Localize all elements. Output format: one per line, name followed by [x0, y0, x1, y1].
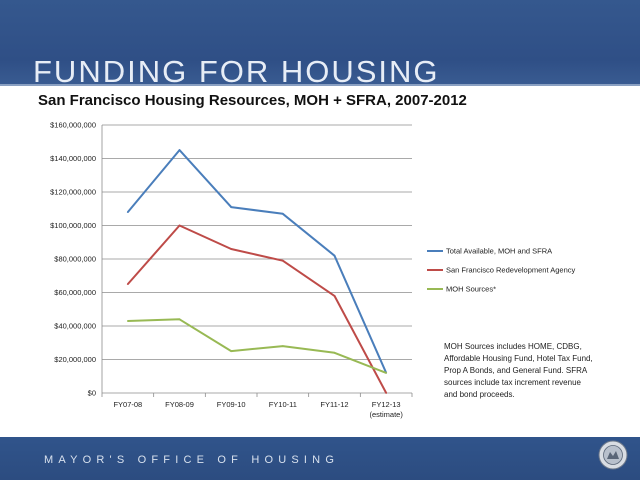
- data-point: [126, 283, 129, 286]
- data-point: [333, 254, 336, 257]
- footer-text: MAYOR'S OFFICE OF HOUSING: [44, 454, 340, 466]
- x-tick-label: FY12-13: [372, 400, 401, 409]
- series-line: [127, 224, 388, 394]
- legend-label: MOH Sources*: [446, 285, 496, 294]
- x-tick-label: FY09-10: [217, 400, 246, 409]
- y-tick-label: $120,000,000: [50, 188, 96, 197]
- data-point: [333, 294, 336, 297]
- data-point: [230, 350, 233, 353]
- data-point: [230, 248, 233, 250]
- y-tick-label: $140,000,000: [50, 154, 96, 163]
- y-tick-label: $40,000,000: [54, 322, 96, 331]
- header-band: FUNDING FOR HOUSING: [0, 0, 640, 89]
- sources-note: MOH Sources includes HOME, CDBG, Afforda…: [444, 342, 593, 399]
- y-tick-label: $60,000,000: [54, 288, 96, 297]
- x-tick-label: FY07-08: [113, 400, 142, 409]
- y-tick-label: $100,000,000: [50, 221, 96, 230]
- series-line: [127, 318, 387, 374]
- page-title: FUNDING FOR HOUSING: [33, 54, 440, 89]
- header-rule: [0, 84, 640, 86]
- data-point: [385, 372, 388, 374]
- data-point: [178, 149, 181, 152]
- data-point: [230, 206, 233, 208]
- legend-label: San Francisco Redevelopment Agency: [446, 266, 575, 275]
- data-point: [281, 259, 284, 262]
- y-tick-label: $20,000,000: [54, 355, 96, 364]
- data-point: [178, 318, 181, 321]
- data-point: [126, 211, 129, 214]
- chart-title: San Francisco Housing Resources, MOH + S…: [38, 92, 467, 109]
- x-tick-label: (estimate): [369, 410, 403, 419]
- y-tick-label: $160,000,000: [50, 121, 96, 130]
- footer-band: MAYOR'S OFFICE OF HOUSING: [0, 437, 640, 480]
- data-point: [333, 351, 336, 354]
- data-point: [178, 224, 181, 227]
- legend-label: Total Available, MOH and SFRA: [446, 247, 552, 256]
- x-tick-label: FY10-11: [269, 400, 297, 409]
- y-tick-label: $0: [88, 389, 96, 398]
- series-line: [127, 149, 388, 374]
- x-tick-label: FY11-12: [320, 400, 348, 409]
- data-point: [385, 392, 388, 394]
- city-seal-icon: [598, 440, 628, 470]
- y-tick-label: $80,000,000: [54, 255, 96, 264]
- data-point: [281, 345, 284, 347]
- data-point: [281, 212, 284, 215]
- data-point: [126, 320, 129, 322]
- x-tick-label: FY08-09: [165, 400, 194, 409]
